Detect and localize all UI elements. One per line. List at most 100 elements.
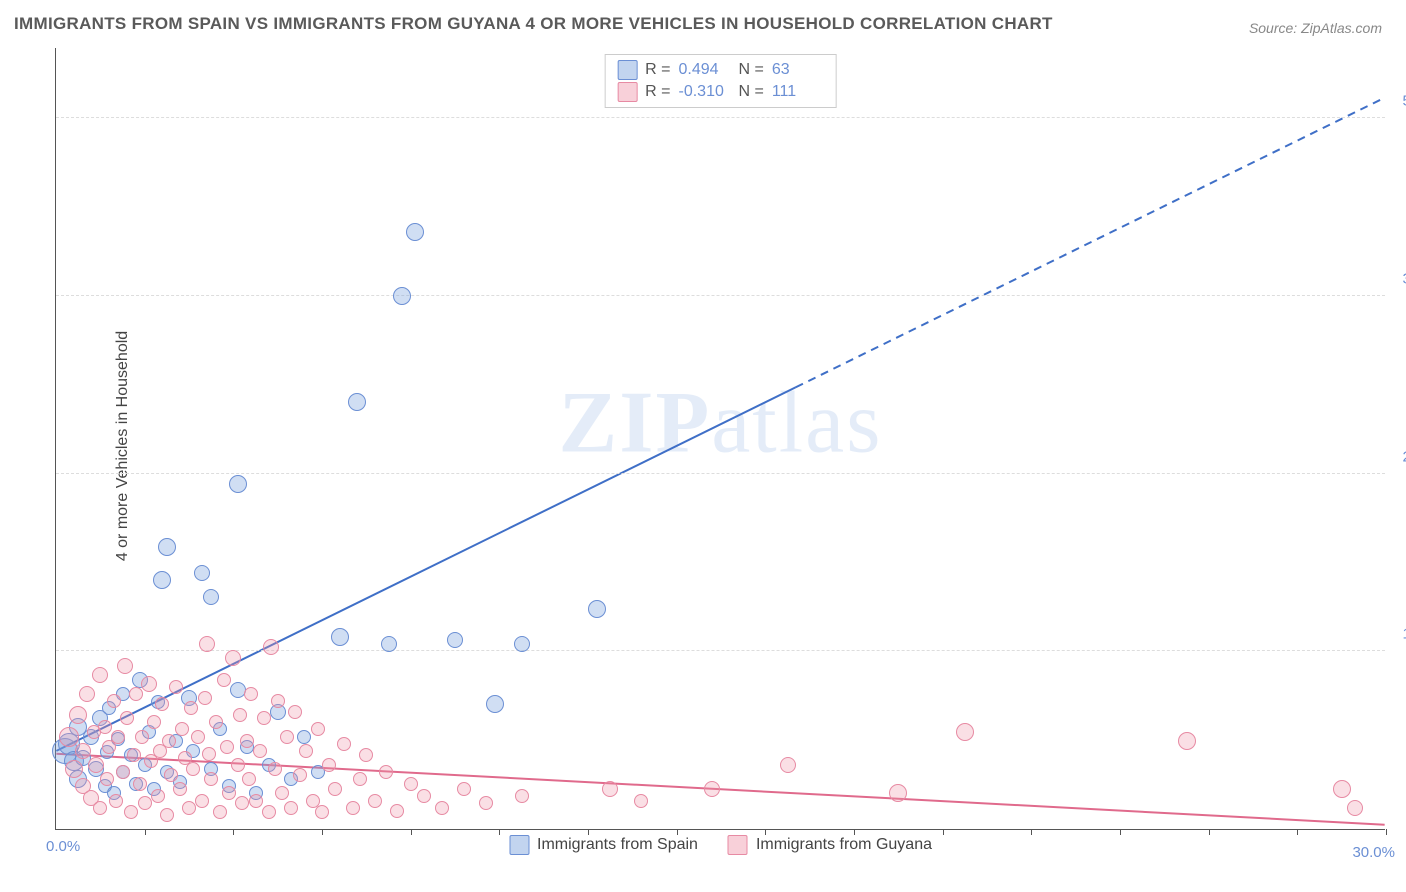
data-point [244, 687, 258, 701]
data-point [379, 765, 393, 779]
data-point [129, 687, 143, 701]
swatch-pink-icon [728, 835, 748, 855]
x-tick [765, 829, 766, 835]
data-point [271, 694, 285, 708]
y-tick-label: 25.0% [1389, 448, 1406, 465]
data-point [147, 715, 161, 729]
data-point [447, 632, 463, 648]
data-point [457, 782, 471, 796]
data-point [514, 636, 530, 652]
data-point [284, 801, 298, 815]
series-legend: Immigrants from Spain Immigrants from Gu… [509, 835, 932, 855]
data-point [263, 639, 279, 655]
data-point [225, 650, 241, 666]
legend-row-spain: R = 0.494 N = 63 [617, 59, 824, 81]
data-point [160, 808, 174, 822]
data-point [417, 789, 431, 803]
r-label: R = [645, 61, 670, 79]
data-point [368, 794, 382, 808]
data-point [229, 475, 247, 493]
data-point [169, 680, 183, 694]
legend-item-guyana: Immigrants from Guyana [728, 835, 932, 855]
data-point [175, 722, 189, 736]
data-point [311, 722, 325, 736]
y-tick-label: 50.0% [1389, 93, 1406, 110]
data-point [328, 782, 342, 796]
data-point [1333, 780, 1351, 798]
data-point [59, 727, 79, 747]
data-point [634, 794, 648, 808]
data-point [240, 734, 254, 748]
data-point [209, 715, 223, 729]
y-tick-label: 37.5% [1389, 270, 1406, 287]
data-point [242, 772, 256, 786]
data-point [162, 734, 176, 748]
r-value: -0.310 [679, 83, 731, 101]
data-point [191, 730, 205, 744]
x-tick [854, 829, 855, 835]
data-point [390, 804, 404, 818]
data-point [151, 789, 165, 803]
x-tick [1297, 829, 1298, 835]
data-point [213, 805, 227, 819]
data-point [158, 538, 176, 556]
data-point [138, 796, 152, 810]
data-point [88, 757, 104, 773]
data-point [133, 777, 147, 791]
data-point [262, 805, 276, 819]
swatch-blue-icon [509, 835, 529, 855]
x-tick [943, 829, 944, 835]
data-point [116, 765, 130, 779]
x-tick [322, 829, 323, 835]
n-value: 111 [772, 83, 824, 101]
swatch-pink-icon [617, 82, 637, 102]
data-point [231, 758, 245, 772]
data-point [381, 636, 397, 652]
trend-lines [56, 48, 1385, 829]
x-max-label: 30.0% [1352, 844, 1395, 861]
watermark: ZIPatlas [559, 372, 883, 473]
data-point [268, 762, 282, 776]
source-label: Source: ZipAtlas.com [1249, 20, 1382, 36]
data-point [257, 711, 271, 725]
data-point [194, 565, 210, 581]
data-point [393, 287, 411, 305]
data-point [117, 658, 133, 674]
data-point [235, 796, 249, 810]
plot-area: ZIPatlas R = 0.494 N = 63 R = -0.310 N =… [55, 48, 1385, 830]
data-point [92, 667, 108, 683]
x-tick [588, 829, 589, 835]
data-point [479, 796, 493, 810]
correlation-legend: R = 0.494 N = 63 R = -0.310 N = 111 [604, 54, 837, 108]
data-point [164, 768, 178, 782]
data-point [889, 784, 907, 802]
x-tick [499, 829, 500, 835]
x-tick [677, 829, 678, 835]
r-value: 0.494 [679, 61, 731, 79]
data-point [288, 705, 302, 719]
data-point [602, 781, 618, 797]
data-point [93, 801, 107, 815]
x-tick [145, 829, 146, 835]
data-point [204, 772, 218, 786]
data-point [704, 781, 720, 797]
data-point [435, 801, 449, 815]
gridline [56, 650, 1385, 651]
data-point [346, 801, 360, 815]
data-point [233, 708, 247, 722]
chart-container: IMMIGRANTS FROM SPAIN VS IMMIGRANTS FROM… [0, 0, 1406, 892]
x-tick [1120, 829, 1121, 835]
data-point [182, 801, 196, 815]
data-point [220, 740, 234, 754]
data-point [348, 393, 366, 411]
data-point [107, 694, 121, 708]
data-point [486, 695, 504, 713]
data-point [65, 760, 83, 778]
data-point [202, 747, 216, 761]
data-point [299, 744, 313, 758]
data-point [135, 730, 149, 744]
data-point [109, 794, 123, 808]
r-label: R = [645, 83, 670, 101]
data-point [293, 768, 307, 782]
data-point [297, 730, 311, 744]
